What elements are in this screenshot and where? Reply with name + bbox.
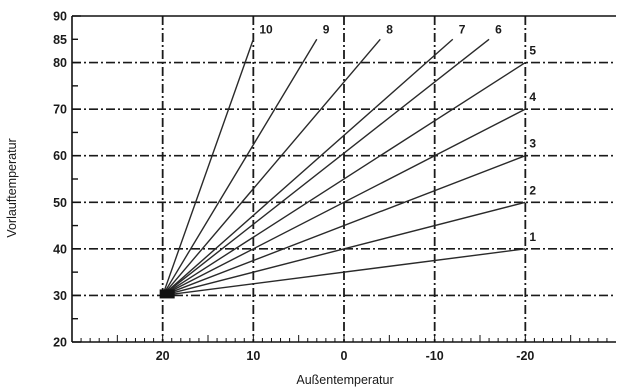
curve-label-7: 7 bbox=[459, 22, 466, 36]
curve-label-6: 6 bbox=[495, 22, 502, 36]
tick-layer bbox=[72, 15, 608, 343]
curve-label-4: 4 bbox=[529, 90, 536, 104]
y-tick-label-30: 30 bbox=[53, 289, 67, 303]
x-tick-label--10: -10 bbox=[426, 349, 444, 363]
curve-label-9: 9 bbox=[323, 22, 330, 36]
curve-label-10: 10 bbox=[259, 22, 273, 36]
x-tick-label-20: 20 bbox=[156, 349, 170, 363]
x-axis-title: Außentemperatur bbox=[296, 373, 393, 387]
label-layer: 1 2 3 4 5 6 7 8 9 10 20 30 40 50 60 70 80 85 90 20 10 0 -10 -20 bbox=[53, 10, 536, 364]
y-tick-label-40: 40 bbox=[53, 242, 67, 256]
x-tick-label--20: -20 bbox=[516, 349, 534, 363]
y-tick-label-90: 90 bbox=[53, 10, 67, 24]
curve-label-1: 1 bbox=[529, 230, 536, 244]
curve-label-5: 5 bbox=[529, 44, 536, 58]
curve-line-9 bbox=[162, 38, 318, 296]
y-tick-label-85: 85 bbox=[53, 33, 67, 47]
x-tick-label-0: 0 bbox=[341, 349, 348, 363]
y-tick-label-20: 20 bbox=[53, 336, 67, 350]
series-layer bbox=[159, 38, 526, 299]
curve-line-10 bbox=[162, 39, 254, 296]
y-tick-label-80: 80 bbox=[53, 56, 67, 70]
curve-line-7 bbox=[162, 38, 454, 296]
curve-origin-marker bbox=[159, 289, 175, 299]
curve-line-8 bbox=[162, 38, 381, 296]
x-tick-label-10: 10 bbox=[246, 349, 260, 363]
y-tick-label-60: 60 bbox=[53, 149, 67, 163]
curve-line-5 bbox=[162, 61, 526, 297]
curve-line-3 bbox=[162, 155, 526, 297]
curve-label-8: 8 bbox=[386, 22, 393, 36]
curve-line-1 bbox=[162, 248, 526, 297]
curve-line-2 bbox=[162, 201, 526, 297]
y-axis-title: Vorlauftemperatur bbox=[5, 138, 19, 237]
curve-label-2: 2 bbox=[529, 183, 536, 197]
curve-line-6 bbox=[162, 38, 490, 296]
curve-line-4 bbox=[162, 108, 526, 297]
y-tick-label-50: 50 bbox=[53, 196, 67, 210]
curve-label-3: 3 bbox=[529, 137, 536, 151]
y-tick-label-70: 70 bbox=[53, 103, 67, 117]
